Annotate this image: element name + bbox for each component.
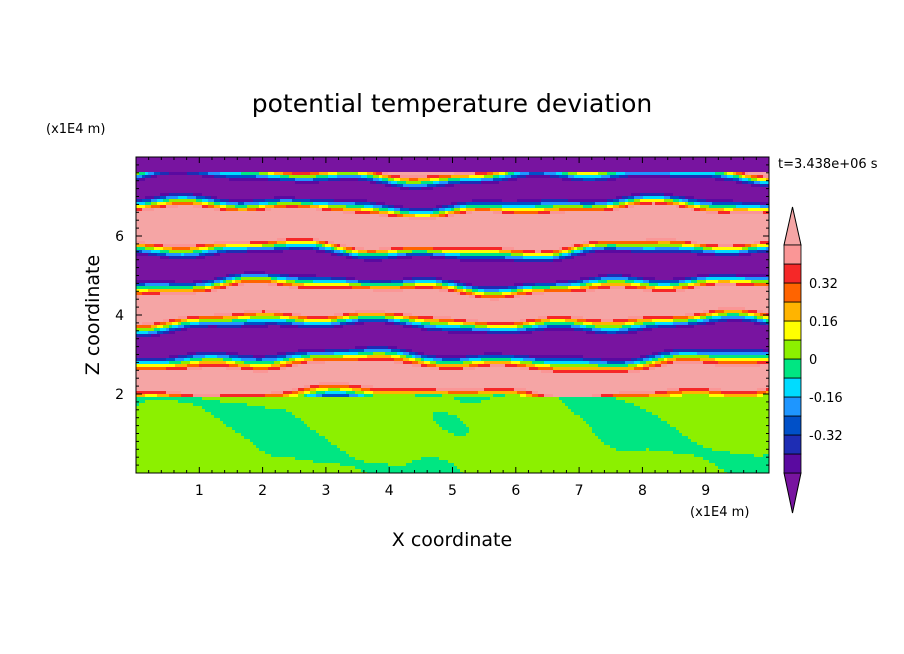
colorbar-swatch <box>783 358 802 379</box>
x-tick-label: 2 <box>258 483 267 499</box>
colorbar-under-arrow <box>783 472 802 514</box>
colorbar-label: -0.16 <box>809 391 843 406</box>
colorbar-label: 0.16 <box>809 315 838 330</box>
colorbar-swatch <box>783 339 802 360</box>
y-axis-ticks: 2 4 6 <box>115 164 769 466</box>
x-unit-label: (x1E4 m) <box>690 505 749 520</box>
x-axis-label: X coordinate <box>392 529 512 551</box>
colorbar: 0.32 0.16 0 -0.16 -0.32 <box>783 206 843 514</box>
x-tick-label: 9 <box>701 483 710 499</box>
colorbar-label: -0.32 <box>809 429 843 444</box>
colorbar-label: 0 <box>809 353 817 368</box>
colorbar-swatch <box>783 396 802 417</box>
colorbar-swatch <box>783 244 802 265</box>
colorbar-swatch <box>783 282 802 303</box>
y-axis-label: Z coordinate <box>82 255 104 375</box>
colorbar-swatch <box>783 301 802 322</box>
x-tick-label: 4 <box>385 483 394 499</box>
x-axis-ticks: 1 2 3 4 5 6 7 8 9 <box>148 157 757 499</box>
colorbar-swatch <box>783 320 802 341</box>
colorbar-swatch <box>783 415 802 436</box>
colorbar-over-arrow <box>783 206 802 246</box>
colorbar-swatch <box>783 263 802 284</box>
x-tick-label: 3 <box>321 483 330 499</box>
colorbar-swatch <box>783 453 802 474</box>
x-tick-label: 7 <box>575 483 584 499</box>
colorbar-label: 0.32 <box>809 277 838 292</box>
chart-title: potential temperature deviation <box>252 89 652 118</box>
z-unit-label: (x1E4 m) <box>46 122 105 137</box>
time-label: t=3.438e+06 s <box>778 157 878 172</box>
x-tick-label: 1 <box>195 483 204 499</box>
colorbar-swatch <box>783 434 802 455</box>
y-tick-label: 6 <box>115 229 124 245</box>
x-tick-label: 8 <box>638 483 647 499</box>
y-tick-label: 4 <box>115 308 124 324</box>
contour-field <box>136 157 769 473</box>
colorbar-swatch <box>783 377 802 398</box>
y-tick-label: 2 <box>115 387 124 403</box>
x-tick-label: 6 <box>511 483 520 499</box>
x-tick-label: 5 <box>448 483 457 499</box>
